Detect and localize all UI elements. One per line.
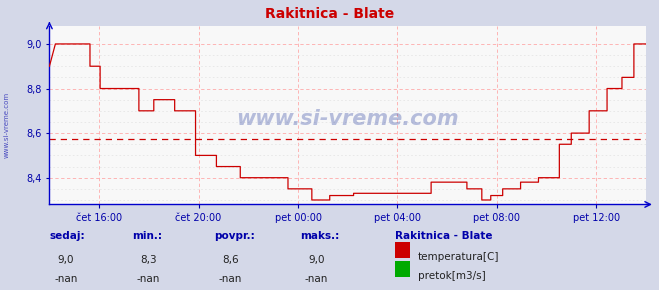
Text: temperatura[C]: temperatura[C] xyxy=(418,252,500,262)
Text: 8,3: 8,3 xyxy=(140,255,157,265)
Text: 8,6: 8,6 xyxy=(222,255,239,265)
Text: povpr.:: povpr.: xyxy=(214,231,255,240)
Text: www.si-vreme.com: www.si-vreme.com xyxy=(237,109,459,129)
Text: -nan: -nan xyxy=(304,274,328,284)
Text: -nan: -nan xyxy=(136,274,160,284)
Text: 9,0: 9,0 xyxy=(57,255,74,265)
Text: maks.:: maks.: xyxy=(300,231,339,240)
Text: Rakitnica - Blate: Rakitnica - Blate xyxy=(265,7,394,21)
Text: -nan: -nan xyxy=(219,274,243,284)
Text: pretok[m3/s]: pretok[m3/s] xyxy=(418,271,486,281)
Text: 9,0: 9,0 xyxy=(308,255,325,265)
Text: -nan: -nan xyxy=(54,274,78,284)
Text: sedaj:: sedaj: xyxy=(49,231,85,240)
Text: Rakitnica - Blate: Rakitnica - Blate xyxy=(395,231,493,240)
Text: www.si-vreme.com: www.si-vreme.com xyxy=(3,92,10,158)
Text: min.:: min.: xyxy=(132,231,162,240)
